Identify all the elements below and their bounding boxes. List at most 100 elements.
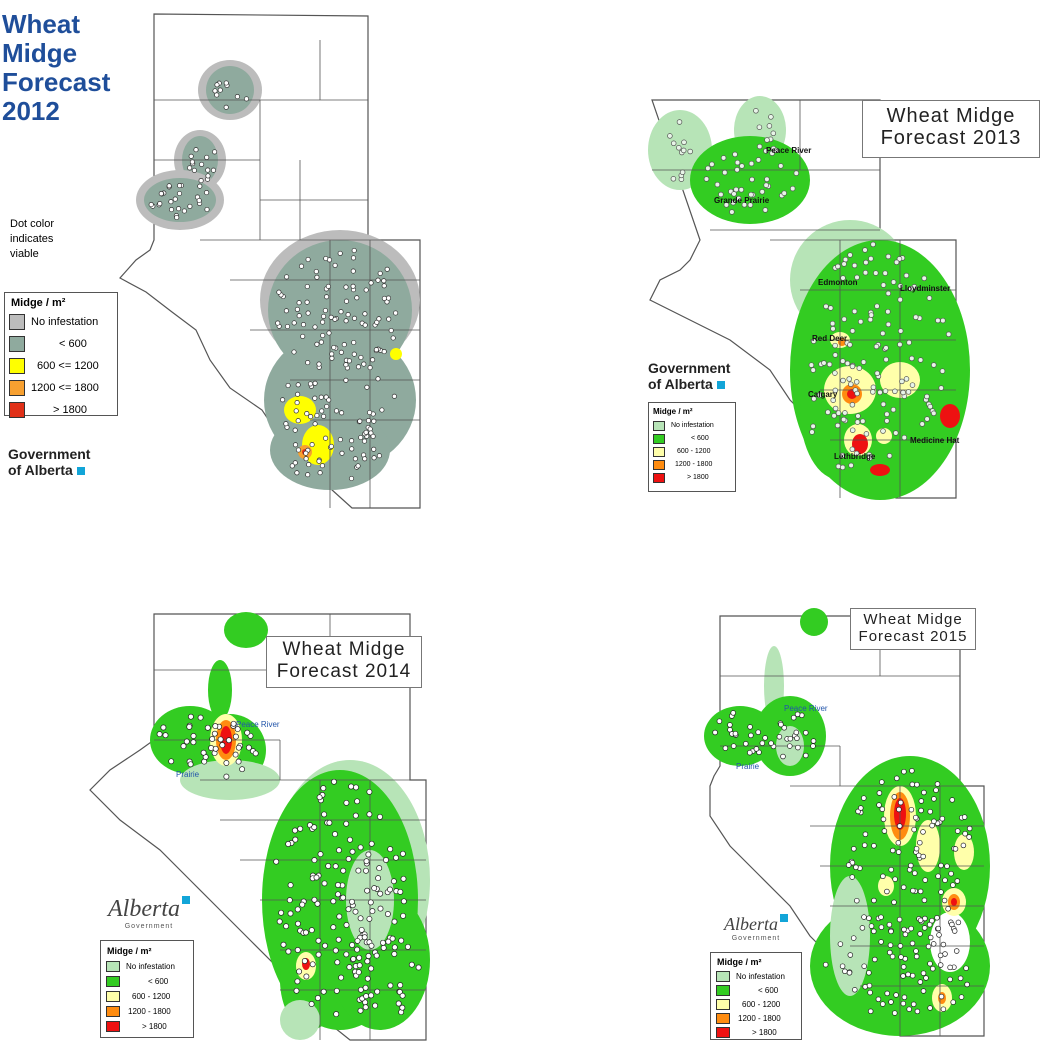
sample-site-dot bbox=[158, 191, 164, 197]
sample-site-dot bbox=[832, 352, 839, 358]
sample-site-dot bbox=[350, 268, 356, 274]
legend-label: < 600 bbox=[148, 977, 169, 986]
sample-site-dot bbox=[293, 408, 299, 414]
sample-site-dot bbox=[866, 915, 872, 921]
sample-site-dot bbox=[324, 294, 330, 300]
sample-site-dot bbox=[305, 472, 311, 478]
sample-site-dot bbox=[363, 858, 370, 865]
sample-site-dot bbox=[367, 365, 373, 371]
sample-site-dot bbox=[278, 909, 285, 916]
logo-line: of Alberta bbox=[648, 376, 713, 392]
sample-site-dot bbox=[938, 993, 945, 1000]
sample-site-dot bbox=[245, 744, 252, 751]
sample-site-dot bbox=[312, 395, 318, 401]
sample-site-dot bbox=[336, 913, 343, 920]
sample-site-dot bbox=[187, 203, 193, 209]
sample-site-dot bbox=[847, 952, 854, 958]
sample-site-dot bbox=[873, 270, 879, 276]
sample-site-dot bbox=[373, 952, 380, 959]
sample-site-dot bbox=[292, 827, 298, 834]
sample-site-dot bbox=[317, 851, 324, 858]
legend-item-600-1200: 600 <= 1200 bbox=[5, 355, 117, 377]
sample-site-dot bbox=[734, 159, 741, 166]
sample-site-dot bbox=[888, 928, 894, 935]
sample-site-dot bbox=[931, 818, 937, 825]
sample-site-dot bbox=[316, 458, 322, 464]
sample-site-dot bbox=[367, 899, 374, 906]
sample-site-dot bbox=[766, 123, 773, 129]
sample-site-dot bbox=[314, 412, 320, 419]
legend-item-1200-1800: 1200 - 1800 bbox=[711, 1011, 801, 1025]
sample-site-dot bbox=[362, 984, 369, 991]
sample-site-dot bbox=[900, 1000, 907, 1007]
sample-site-dot bbox=[291, 320, 297, 326]
sample-site-dot bbox=[748, 732, 754, 739]
sample-site-dot bbox=[377, 890, 384, 897]
title-line: Forecast bbox=[2, 67, 111, 97]
sample-site-dot bbox=[790, 714, 797, 721]
sample-site-dot bbox=[909, 940, 916, 947]
legend-2013: Midge / m² No infestation < 600 600 - 12… bbox=[648, 402, 736, 492]
sample-site-dot bbox=[935, 873, 941, 879]
legend-swatch bbox=[653, 446, 665, 457]
sample-site-dot bbox=[349, 446, 355, 452]
sample-site-dot bbox=[840, 377, 846, 384]
sample-site-dot bbox=[787, 743, 793, 749]
sample-site-dot bbox=[954, 878, 961, 884]
sample-site-dot bbox=[358, 354, 364, 361]
sample-site-dot bbox=[890, 406, 897, 413]
legend-title: Midge / m² bbox=[717, 957, 762, 967]
sample-site-dot bbox=[887, 942, 894, 948]
sample-site-dot bbox=[866, 970, 872, 976]
sample-site-dot bbox=[343, 298, 350, 304]
sample-site-dot bbox=[232, 733, 239, 740]
legend-swatch bbox=[653, 472, 665, 483]
sample-dots-2015 bbox=[712, 710, 973, 1016]
sample-site-dot bbox=[837, 941, 844, 947]
sample-site-dot bbox=[204, 190, 210, 196]
sample-site-dot bbox=[292, 442, 299, 448]
sample-site-dot bbox=[212, 88, 218, 94]
sample-site-dot bbox=[393, 310, 399, 316]
sample-site-dot bbox=[937, 952, 944, 959]
legend-swatch bbox=[716, 1026, 730, 1038]
sample-site-dot bbox=[309, 961, 316, 968]
sample-site-dot bbox=[320, 332, 326, 339]
sample-site-dot bbox=[312, 421, 318, 427]
sample-site-dot bbox=[831, 413, 837, 419]
sample-site-dot bbox=[898, 954, 904, 960]
sample-site-dot bbox=[303, 450, 309, 456]
sample-site-dot bbox=[391, 393, 397, 399]
sample-site-dot bbox=[871, 843, 877, 849]
sample-site-dot bbox=[897, 283, 904, 289]
note-line: Dot color bbox=[10, 218, 55, 230]
city-label: Prairie bbox=[176, 770, 200, 779]
sample-site-dot bbox=[305, 360, 311, 366]
sample-site-dot bbox=[295, 920, 301, 927]
legend-swatch bbox=[106, 961, 120, 972]
title-line: Midge bbox=[2, 38, 78, 68]
sample-site-dot bbox=[340, 894, 347, 901]
sample-site-dot bbox=[794, 711, 801, 718]
sample-site-dot bbox=[891, 794, 898, 800]
sample-site-dot bbox=[857, 318, 864, 325]
sample-site-dot bbox=[868, 255, 874, 262]
sample-site-dot bbox=[284, 323, 291, 330]
sample-site-dot bbox=[309, 442, 315, 448]
sample-site-dot bbox=[860, 418, 866, 424]
sample-site-dot bbox=[320, 319, 326, 325]
sample-dots-2012 bbox=[148, 80, 399, 482]
sample-site-dot bbox=[313, 874, 320, 881]
sample-site-dot bbox=[897, 799, 904, 806]
city-label: Prairie bbox=[736, 762, 760, 771]
sample-site-dot bbox=[731, 191, 737, 197]
legend-item-gt1800: > 1800 bbox=[711, 1025, 801, 1039]
sample-site-dot bbox=[375, 875, 382, 882]
sample-site-dot bbox=[936, 932, 942, 938]
title-line: Wheat Midge bbox=[863, 611, 963, 628]
legend-swatch bbox=[653, 420, 665, 431]
sample-site-dot bbox=[882, 388, 889, 394]
sample-site-dot bbox=[181, 208, 187, 214]
sample-site-dot bbox=[329, 351, 335, 357]
sample-site-dot bbox=[811, 396, 817, 402]
